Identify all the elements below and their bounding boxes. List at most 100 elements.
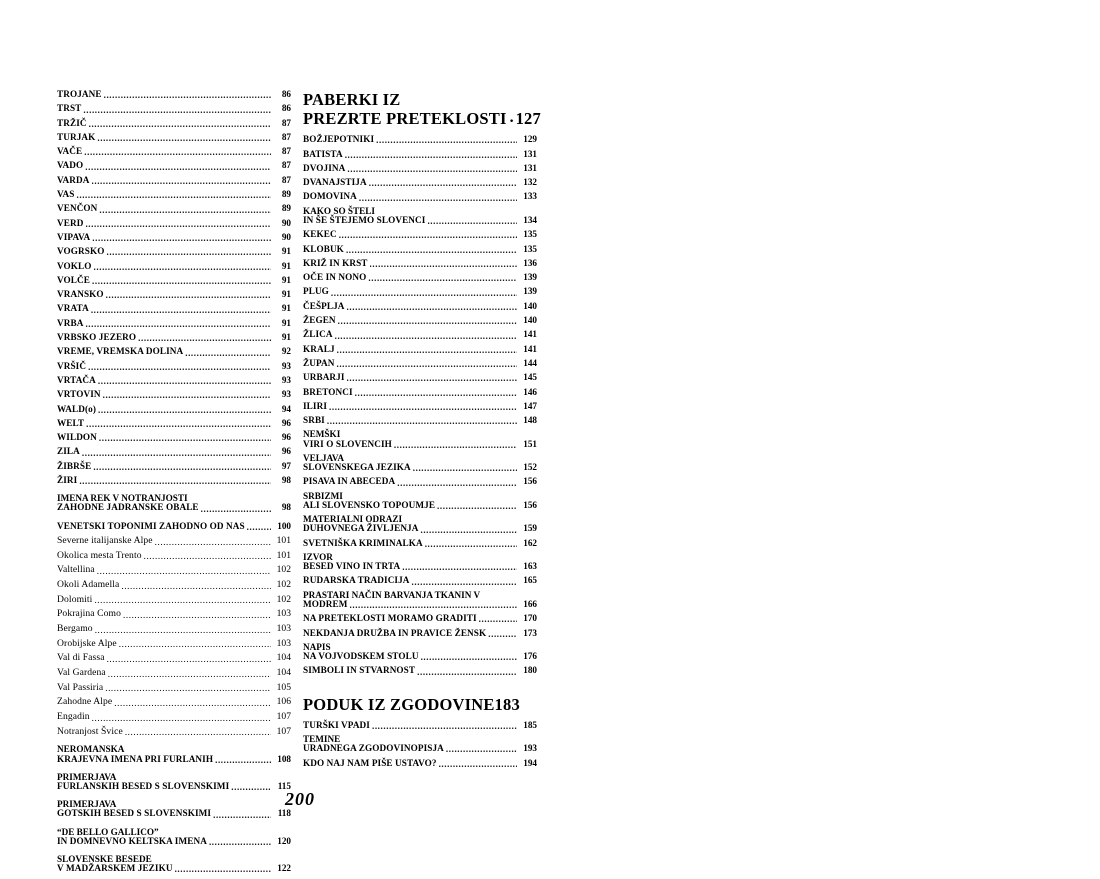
toc-entry-line2-row: V MADŽARSKEM JEZIKU 122 [57,864,291,874]
toc-entry[interactable]: BATISTA 131 [303,149,537,159]
toc-entry-page: 107 [276,725,291,737]
toc-entry[interactable]: DOMOVINA 133 [303,192,537,202]
toc-entry[interactable]: KRIŽ IN KRST 136 [303,258,537,268]
toc-entry[interactable]: Engadin 107 [57,712,291,722]
toc-entry[interactable]: Val Gardena 104 [57,668,291,678]
toc-entry[interactable]: TURŠKI VPADI 185 [303,720,537,730]
toc-entry[interactable]: Zahodne Alpe 106 [57,697,291,707]
toc-entry[interactable]: KLOBUK 135 [303,244,537,254]
toc-entry[interactable]: VRŠIČ 93 [57,361,291,371]
toc-entry[interactable]: KEKEC 135 [303,230,537,240]
toc-entry[interactable]: Val Passiria 105 [57,683,291,693]
toc-entry[interactable]: Valtellina 102 [57,565,291,575]
leader-dots [479,614,517,623]
toc-entry[interactable]: VRANSKO 91 [57,289,291,299]
toc-entry[interactable]: SVETNIŠKA KRIMINALKA 162 [303,538,537,548]
section-title-paberki[interactable]: PABERKI IZ PREZRTE PRETEKLOSTI 127 [303,90,541,128]
toc-entry-line2-row: URADNEGA ZGODOVINOPISJA 193 [303,743,537,753]
toc-entry[interactable]: WALD(o) 94 [57,404,291,414]
toc-entry[interactable]: ŽIBRŠE 97 [57,461,291,471]
toc-entry[interactable]: Dolomiti 102 [57,595,291,605]
toc-entry[interactable]: Notranjost Švice 107 [57,727,291,737]
toc-entry[interactable]: Val di Fassa 104 [57,653,291,663]
toc-entry-page: 104 [276,667,291,679]
toc-entry[interactable]: VRTAČA 93 [57,375,291,385]
toc-entry[interactable]: RUDARSKA TRADICIJA 165 [303,576,537,586]
toc-entry[interactable]: NEKDANJA DRUŽBA IN PRAVICE ŽENSK 173 [303,628,537,638]
toc-entry[interactable]: VOGRSKO 91 [57,247,291,257]
toc-entry-label: TRŽIČ [57,117,87,128]
toc-entry[interactable]: VRTOVIN 93 [57,390,291,400]
toc-entry-label: URBARJI [303,372,345,383]
document-page: TROJANE86 TRST86 TRŽIČ87 TURJAK87 VAČE87 VADO… [0,0,1100,850]
toc-entry[interactable]: Bergamo 103 [57,624,291,634]
toc-entries-paberki: BOŽJEPOTNIKI 129 BATISTA 131 DVOJINA 131 DVANA… [303,135,537,676]
toc-entry[interactable]: Severne italijanske Alpe 101 [57,536,291,546]
toc-entry[interactable]: ŽEGEN 140 [303,315,537,325]
toc-entry[interactable]: Pokrajina Como 103 [57,609,291,619]
toc-entry[interactable]: TROJANE 86 [57,89,291,99]
leader-dots [106,247,271,256]
toc-entry[interactable]: VAČE 87 [57,146,291,156]
toc-entry[interactable]: BOŽJEPOTNIKI 129 [303,135,537,145]
section-title-poduk[interactable]: PODUK IZ ZGODOVINE 183 [303,695,537,714]
toc-entry[interactable]: VOKLO 91 [57,261,291,271]
toc-entry[interactable]: VRBSKO JEZERO 91 [57,332,291,342]
toc-entry[interactable]: DVOJINA 131 [303,163,537,173]
toc-entry[interactable]: PISAVA IN ABECEDA 156 [303,477,537,487]
toc-entry[interactable]: ČEŠPLJA 140 [303,301,537,311]
toc-entry[interactable]: SIMBOLI IN STVARNOST 180 [303,666,537,676]
toc-entry[interactable]: NA PRETEKLOSTI MORAMO GRADITI 170 [303,614,537,624]
toc-entry[interactable]: ŽIRI 98 [57,475,291,485]
toc-entry[interactable]: Orobijske Alpe 103 [57,639,291,649]
toc-entry[interactable]: VIPAVA 90 [57,231,291,242]
toc-entry[interactable]: VERD 90 [57,218,291,228]
toc-entry[interactable]: ZILA 96 [57,447,291,457]
toc-entry[interactable]: BRETONCI 146 [303,387,537,397]
toc-entry[interactable]: Okoli Adamella 102 [57,580,291,590]
toc-entry[interactable]: VOLČE 91 [57,275,291,285]
toc-entry[interactable]: VAS 89 [57,189,291,199]
toc-entry[interactable]: ŽUPAN 144 [303,358,537,368]
toc-entry[interactable]: TRST 86 [57,104,291,114]
toc-columns: TROJANE86 TRST86 TRŽIČ87 TURJAK87 VAČE87 VADO… [57,89,541,879]
toc-entry[interactable]: VENČON 89 [57,204,291,214]
toc-entry[interactable]: IMENA REK V NOTRANJOSTI ZAHODNE JADRANSKE… [57,494,291,513]
toc-entry[interactable]: VADO 87 [57,161,291,171]
toc-entry[interactable]: Okolica mesta Trento 101 [57,551,291,561]
toc-entry[interactable]: TRŽIČ 87 [57,117,291,128]
toc-entry[interactable]: OČE IN NONO 139 [303,272,537,282]
toc-entry[interactable]: WILDON 96 [57,432,291,442]
leader-dots [98,405,271,414]
toc-entry[interactable]: VREME, VREMSKA DOLINA 92 [57,347,291,357]
toc-entry[interactable]: TURJAK 87 [57,132,291,142]
toc-entry[interactable]: VARDA 87 [57,175,291,185]
toc-entry[interactable]: ILIRI 147 [303,401,537,411]
toc-entry[interactable]: VRBA 91 [57,318,291,328]
toc-entry[interactable]: “DE BELLO GALLICO” IN DOMNEVNO KELTSKA IM… [57,827,291,846]
toc-entry[interactable]: URBARJI 145 [303,372,537,383]
toc-entry[interactable]: VRATA 91 [57,304,291,314]
toc-entry-label: VIPAVA [57,231,91,242]
toc-entry[interactable]: ŽLICA 141 [303,330,537,340]
toc-entry[interactable]: PLUG 139 [303,287,537,297]
toc-entry[interactable]: SRBI 148 [303,415,537,425]
toc-entry[interactable]: VENETSKI TOPONIMI ZAHODNO OD NAS 100 [57,521,291,531]
toc-entry[interactable]: KDO NAJ NAM PIŠE USTAVO? 194 [303,758,537,768]
toc-entry[interactable]: KRALJ 141 [303,344,537,354]
toc-entry[interactable]: WELT 96 [57,418,291,428]
toc-entry[interactable]: PRIMERJAVA FURLANSKIH BESED S SLOVENSKIMI… [57,772,291,791]
toc-entry[interactable]: DVANAJSTIJA 132 [303,177,537,187]
